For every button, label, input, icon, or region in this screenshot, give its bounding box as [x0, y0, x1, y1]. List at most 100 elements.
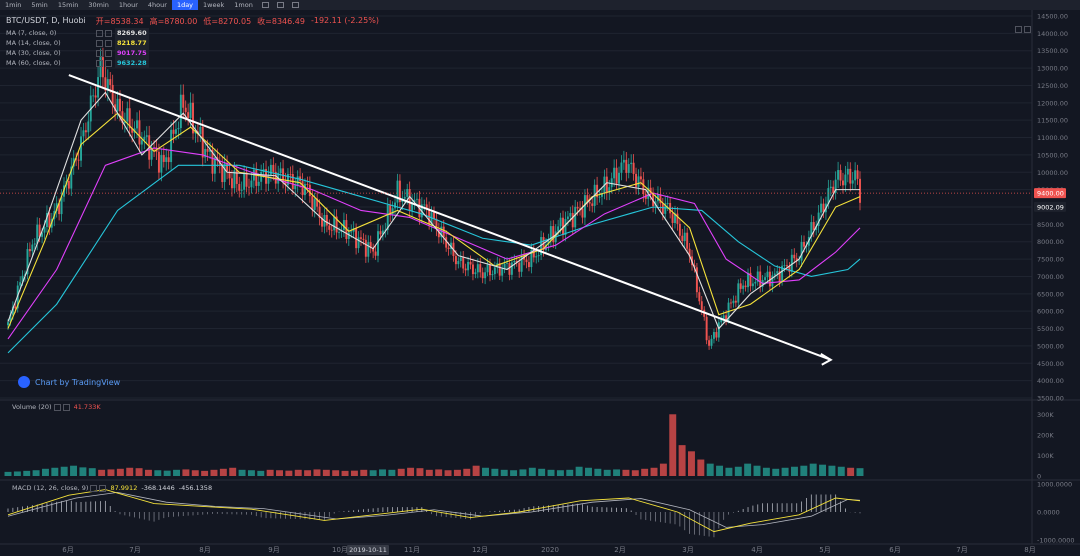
- trend-line[interactable]: [68, 74, 832, 361]
- close-icon[interactable]: [99, 484, 107, 492]
- indicator-row[interactable]: MA (60, close, 0) 9632.28: [6, 58, 149, 68]
- tradingview-watermark[interactable]: Chart by TradingView: [18, 376, 120, 388]
- fullscreen-icon[interactable]: [1024, 26, 1031, 33]
- candle-body: [187, 112, 190, 118]
- candle-body: [106, 79, 109, 91]
- candle-body: [722, 315, 725, 319]
- candle-body: [491, 274, 494, 276]
- candle-body: [562, 217, 564, 235]
- volume-bar: [725, 467, 733, 476]
- candle-body: [179, 94, 182, 129]
- volume-bar: [294, 469, 302, 476]
- indicators-icon[interactable]: [276, 2, 284, 8]
- candle-body: [649, 187, 652, 194]
- candle-body: [394, 202, 397, 209]
- price-tick-label: 5500.00: [1037, 325, 1064, 333]
- timeframe-1day[interactable]: 1day: [171, 0, 199, 10]
- candle-style-icon[interactable]: [261, 2, 269, 8]
- settings-icon[interactable]: [90, 484, 98, 492]
- candle-body: [43, 227, 46, 233]
- candle-body: [571, 212, 574, 228]
- volume-bar: [79, 467, 87, 476]
- settings-icon[interactable]: [96, 59, 103, 67]
- volume-bar: [238, 469, 246, 476]
- candle-body: [581, 208, 584, 218]
- volume-bar: [594, 468, 602, 476]
- close-icon[interactable]: [62, 403, 70, 411]
- settings-icon[interactable]: [96, 29, 103, 37]
- compare-icon[interactable]: [1015, 26, 1022, 33]
- candle-body: [162, 155, 165, 162]
- candle-body: [165, 157, 168, 162]
- timeframe-1min[interactable]: 1min: [5, 1, 22, 9]
- volume-bar: [60, 466, 68, 476]
- indicator-row[interactable]: MA (7, close, 0) 8269.60: [6, 28, 149, 38]
- candle-body: [228, 171, 231, 179]
- indicator-row[interactable]: MA (30, close, 0) 9017.75: [6, 48, 149, 58]
- candle-body: [221, 164, 224, 183]
- candle-body: [574, 206, 577, 228]
- volume-bar: [341, 470, 349, 476]
- volume-bar: [556, 470, 564, 476]
- timeframe-1hour[interactable]: 1hour: [118, 1, 138, 9]
- price-tick-label: 14000.00: [1037, 30, 1068, 38]
- settings-icon[interactable]: [96, 39, 103, 47]
- volume-bar: [107, 469, 115, 476]
- candle-body: [243, 172, 246, 190]
- volume-bar: [463, 468, 471, 476]
- candle-body: [364, 239, 367, 257]
- candle-body: [829, 186, 832, 189]
- timeframe-4hour[interactable]: 4hour: [147, 1, 167, 9]
- candle-body: [846, 168, 849, 175]
- price-badge-label: 9400.00: [1037, 190, 1064, 198]
- close-icon[interactable]: [105, 49, 112, 57]
- indicator-value: 8218.77: [115, 38, 149, 48]
- open-value: 开=8538.34: [95, 17, 144, 26]
- timeframe-1week[interactable]: 1week: [203, 1, 225, 9]
- candle-body: [734, 300, 737, 303]
- close-icon[interactable]: [105, 59, 112, 67]
- symbol-label[interactable]: BTC/USDT, D, Huobi: [6, 16, 86, 25]
- timeframe-5min[interactable]: 5min: [31, 1, 48, 9]
- timeframe-1mon[interactable]: 1mon: [234, 1, 253, 9]
- candle-body: [116, 98, 119, 112]
- candle-body: [274, 171, 277, 184]
- price-badge: [1034, 201, 1066, 212]
- volume-bar: [201, 470, 209, 476]
- candle-body: [123, 121, 126, 123]
- candle-body: [435, 218, 438, 230]
- candle-body: [717, 322, 720, 338]
- indicator-row[interactable]: MA (14, close, 0) 8218.77: [6, 38, 149, 48]
- timeframe-15min[interactable]: 15min: [57, 1, 79, 9]
- timeframe-30min[interactable]: 30min: [88, 1, 109, 9]
- candle-body: [31, 244, 34, 252]
- volume-bar: [828, 465, 836, 476]
- candle-body: [184, 107, 187, 113]
- candle-body: [686, 232, 689, 249]
- indicator-label: MA (7, close, 0): [6, 29, 57, 37]
- macd-tick-label: 1000.0000: [1037, 481, 1072, 489]
- candle-body: [369, 242, 372, 248]
- change-value: -192.11 (-2.25%): [310, 16, 379, 25]
- candle-body: [33, 243, 36, 245]
- candle-body: [737, 283, 740, 303]
- settings-icon[interactable]: [291, 2, 299, 8]
- ma14-line: [7, 112, 861, 329]
- settings-icon[interactable]: [53, 403, 61, 411]
- settings-icon[interactable]: [96, 49, 103, 57]
- close-icon[interactable]: [105, 29, 112, 37]
- candle-body: [693, 265, 696, 268]
- price-chart[interactable]: 14500.00 14000.00 13500.00 13000.00 12500.00…: [0, 10, 1080, 556]
- volume-bar: [247, 470, 255, 476]
- candle-body: [498, 263, 501, 276]
- candle-body: [859, 178, 861, 203]
- candle-body: [598, 196, 601, 198]
- volume-legend: Volume (20) 41.733K: [12, 402, 101, 412]
- price-tick-label: 7000.00: [1037, 273, 1064, 281]
- candle-body: [503, 263, 506, 269]
- candle-body: [233, 170, 236, 189]
- candle-body: [635, 173, 638, 187]
- volume-bar: [126, 467, 134, 476]
- close-icon[interactable]: [105, 39, 112, 47]
- candle-body: [725, 315, 728, 321]
